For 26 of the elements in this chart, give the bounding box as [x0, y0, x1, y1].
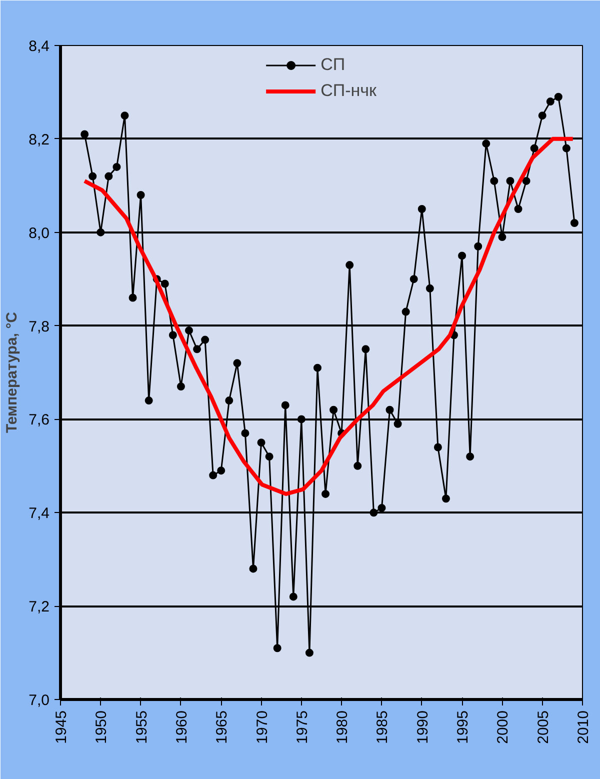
y-tick-label: 7,2 [28, 598, 50, 616]
y-tick-label: 7,8 [28, 318, 50, 336]
line-series [82, 136, 575, 496]
y-tick-label: 7,4 [28, 505, 50, 522]
legend-label: СП [320, 55, 346, 75]
x-tick-label: 2010 [575, 710, 592, 744]
x-tick-label: 2000 [494, 710, 512, 744]
x-tick-label: 1970 [254, 710, 271, 744]
x-tick-label: 1980 [334, 710, 352, 744]
x-tick-label: 1950 [93, 710, 110, 744]
x-tick-label: 1995 [454, 710, 472, 744]
y-tick-label: 8,2 [28, 131, 50, 148]
x-tick-label: 1965 [214, 710, 231, 744]
y-tick-label: 8,4 [28, 38, 50, 55]
x-tick-label: 1985 [374, 710, 392, 744]
y-tick-label: 8,0 [28, 224, 50, 242]
x-tick-label: 1955 [133, 710, 150, 744]
x-tick-label: 1975 [294, 710, 311, 744]
x-tick-label: 1990 [414, 710, 432, 744]
x-tick-label: 1945 [53, 710, 70, 744]
y-tick-label: 7,0 [28, 692, 50, 709]
y-tick-label: 7,6 [28, 412, 50, 429]
legend-label: СП-нчк [320, 81, 376, 101]
x-tick-label: 1960 [173, 710, 190, 744]
y-axis-title: Температура, °C [4, 312, 21, 434]
x-tick-label: 2005 [534, 710, 552, 744]
